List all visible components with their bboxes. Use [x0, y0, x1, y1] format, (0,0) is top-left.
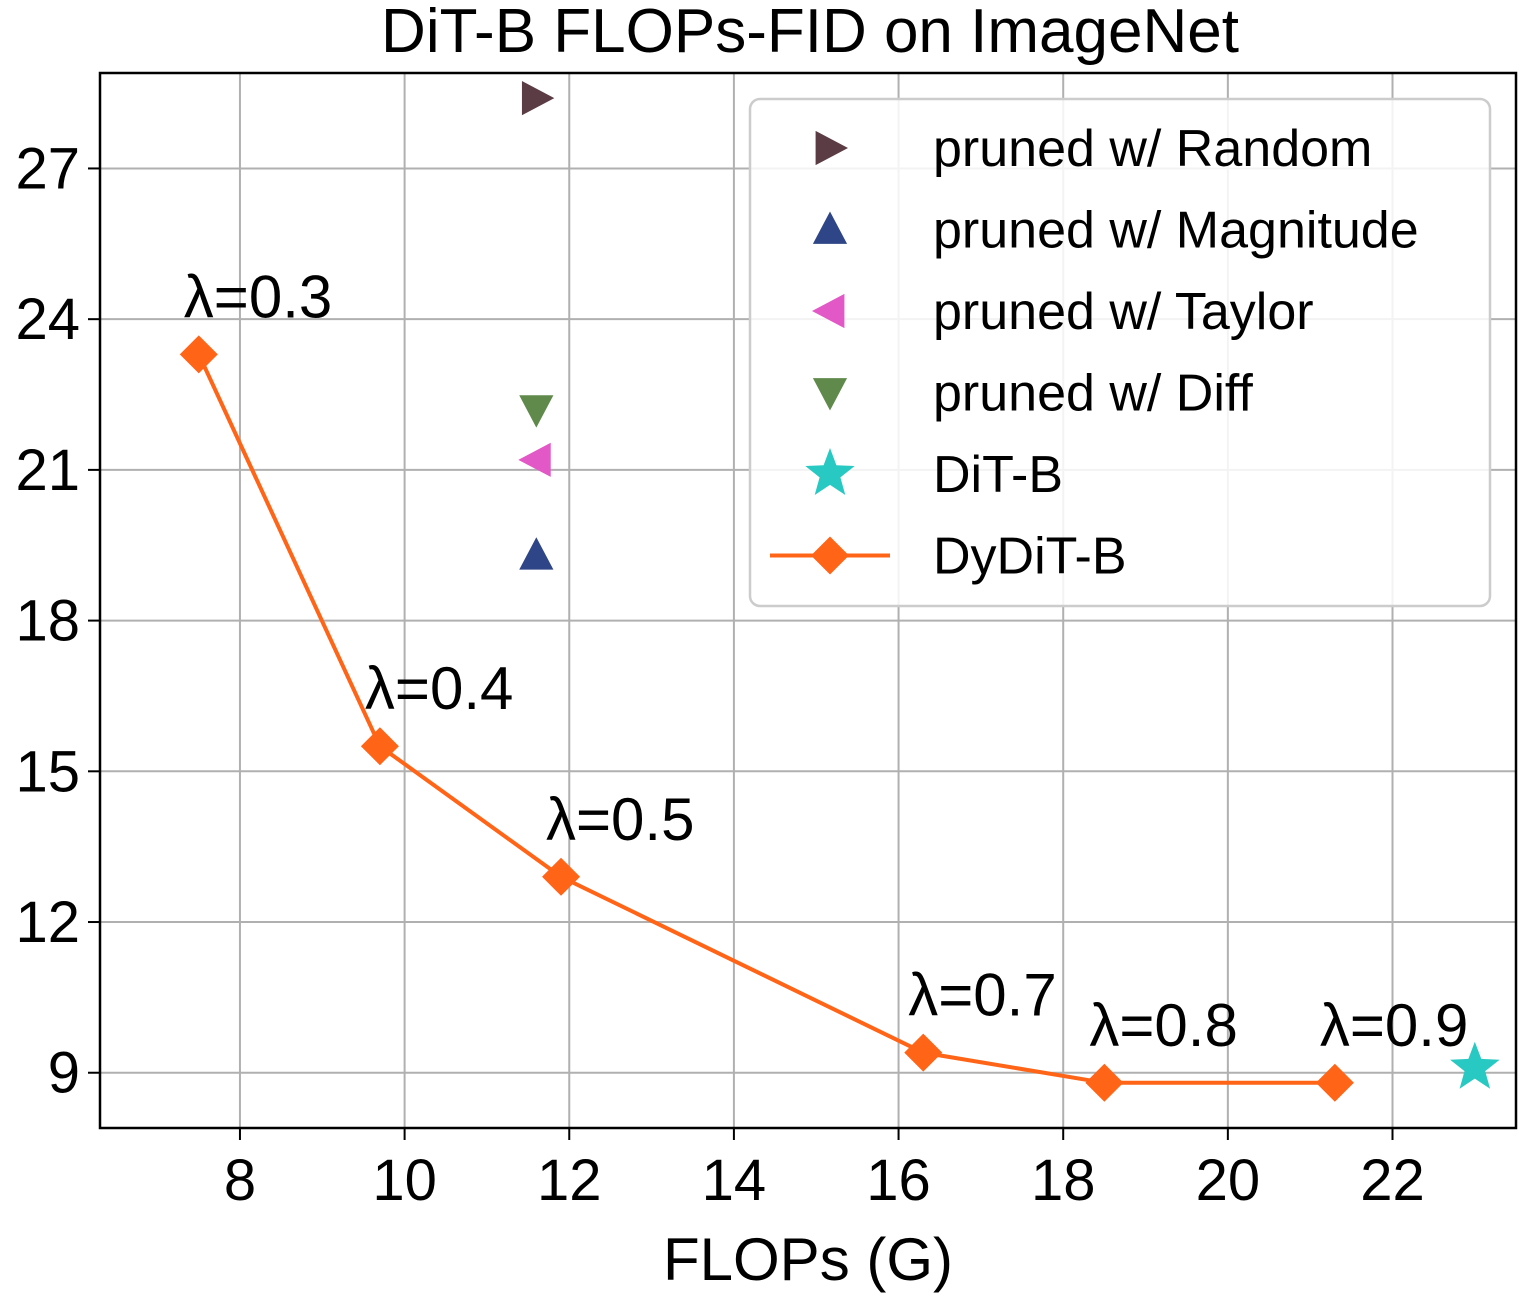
y-tick-label: 15 — [15, 739, 80, 804]
dydit-b-marker — [542, 857, 581, 896]
legend-label-pruned-w-diff: pruned w/ Diff — [933, 365, 1253, 423]
x-tick-label: 14 — [702, 1148, 767, 1213]
legend-label-dit-b: DiT-B — [933, 446, 1063, 504]
lambda-annotation: λ=0.4 — [365, 655, 513, 722]
data-markers — [179, 81, 1500, 1102]
y-tick-label: 27 — [15, 136, 80, 201]
lambda-annotation: λ=0.7 — [908, 962, 1056, 1029]
pruned-w-magnitude-marker — [519, 537, 554, 570]
legend: pruned w/ Random pruned w/ Magnitude prune… — [748, 97, 1492, 608]
legend-marker-pruned-w-taylor — [812, 293, 845, 329]
lambda-annotation: λ=0.9 — [1320, 992, 1468, 1059]
legend-label-dydit-b: DyDiT-B — [933, 528, 1127, 586]
dydit-b-marker — [1085, 1063, 1124, 1102]
x-tick-label: 10 — [372, 1148, 437, 1213]
pruned-w-random-marker — [521, 81, 555, 116]
x-tick-label: 22 — [1360, 1148, 1425, 1213]
dydit-b-marker — [1315, 1063, 1354, 1102]
dydit-b-marker — [179, 335, 218, 374]
legend-marker-dit-b — [805, 448, 855, 495]
pruned-w-taylor-marker — [518, 442, 551, 477]
legend-marker-pruned-w-random — [815, 130, 848, 166]
x-tick-label: 20 — [1196, 1148, 1261, 1213]
dit-b-marker — [1450, 1041, 1500, 1089]
y-tick-label: 9 — [48, 1041, 80, 1106]
x-tick-label: 16 — [866, 1148, 931, 1213]
y-tick-label: 18 — [15, 589, 80, 654]
lambda-annotation: λ=0.5 — [546, 786, 694, 853]
x-tick-label: 8 — [224, 1148, 256, 1213]
y-tick-label: 24 — [15, 287, 80, 352]
dydit-b-marker — [904, 1033, 943, 1072]
x-tick-label: 18 — [1031, 1148, 1096, 1213]
legend-label-pruned-w-taylor: pruned w/ Taylor — [933, 283, 1314, 341]
pruned-w-diff-marker — [519, 395, 554, 428]
x-axis-label: FLOPs (G) — [663, 1226, 953, 1293]
legend-marker-pruned-w-magnitude — [812, 211, 848, 244]
x-tick-label: 12 — [537, 1148, 602, 1213]
lambda-annotation: λ=0.8 — [1089, 992, 1237, 1059]
legend-label-pruned-w-magnitude: pruned w/ Magnitude — [933, 202, 1419, 260]
legend-marker-dydit-b — [811, 536, 849, 575]
y-tick-label: 21 — [15, 438, 80, 503]
legend-marker-pruned-w-diff — [812, 378, 848, 411]
plot-frame — [98, 71, 1518, 1130]
lambda-annotations: λ=0.3 λ=0.4 λ=0.5 λ=0.7 λ=0.8 λ=0.9 — [184, 263, 1469, 1058]
dydit-b-line — [196, 353, 1335, 1085]
y-tick-label: 12 — [15, 890, 80, 955]
legend-box — [748, 97, 1492, 608]
dydit-line — [196, 353, 1335, 1085]
legend-label-pruned-w-random: pruned w/ Random — [933, 120, 1372, 178]
dydit-b-marker — [360, 727, 399, 766]
axis-ticks: 8 10 12 14 16 18 20 22 9 12 15 18 21 24 27 — [15, 136, 1424, 1213]
chart-title: DiT-B FLOPs-FID on ImageNet — [381, 0, 1239, 66]
lambda-annotation: λ=0.3 — [184, 263, 332, 330]
